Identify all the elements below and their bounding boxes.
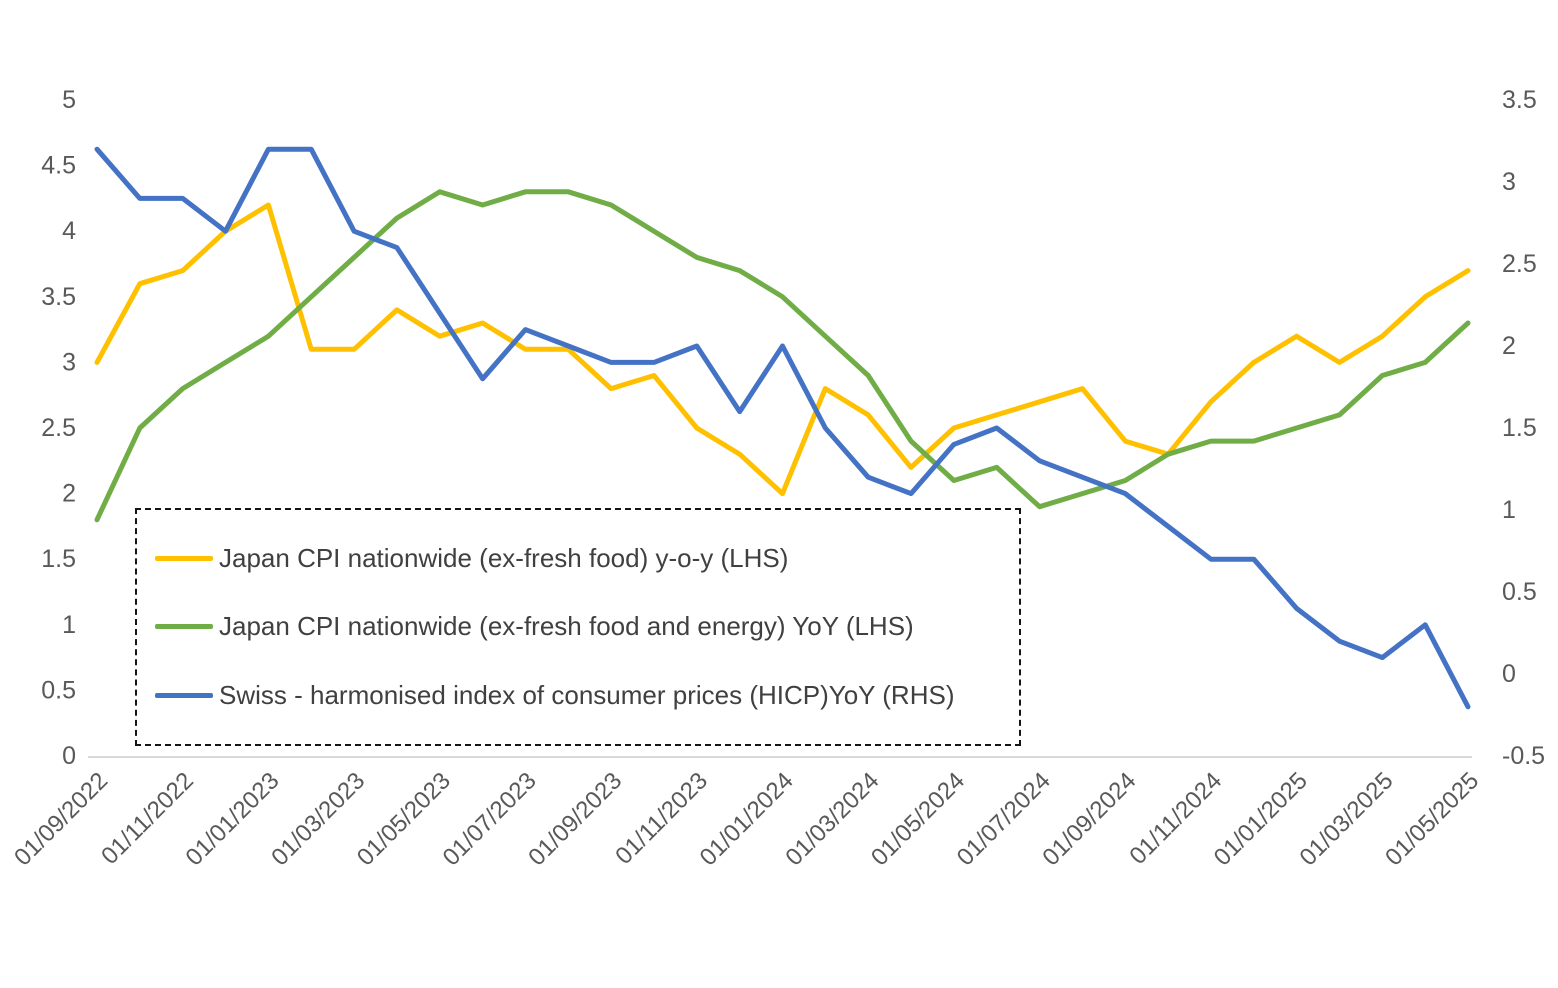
- left-axis-tick-label: 3: [62, 348, 76, 376]
- x-axis-tick-label: 01/09/2024: [1037, 767, 1141, 871]
- left-axis-tick-label: 0.5: [41, 676, 76, 704]
- left-axis-tick-label: 5: [62, 86, 76, 114]
- legend-line-swatch-yellow: [155, 555, 213, 561]
- series-line-1: [94, 189, 1471, 523]
- left-axis-tick-label: 4: [62, 217, 76, 245]
- left-axis-tick-label: 4.5: [41, 152, 76, 180]
- left-axis-tick-label: 1.5: [41, 545, 76, 573]
- left-axis-tick-label: 3.5: [41, 283, 76, 311]
- legend-label: Japan CPI nationwide (ex-fresh food) y-o…: [219, 542, 789, 573]
- left-axis-tick-label: 0: [62, 742, 76, 770]
- x-axis-tick-label: 01/09/2023: [523, 767, 627, 871]
- right-axis-tick-label: 0: [1502, 660, 1516, 688]
- left-axis-tick-label: 2.5: [41, 414, 76, 442]
- legend-label: Japan CPI nationwide (ex-fresh food and …: [219, 611, 914, 642]
- legend-item-japan-cpi-ex-fresh-food: Japan CPI nationwide (ex-fresh food) y-o…: [155, 543, 1009, 574]
- series-line-0: [94, 202, 1471, 497]
- legend-line-swatch-green: [155, 624, 213, 630]
- left-axis-tick-label: 1: [62, 611, 76, 639]
- right-axis-tick-label: -0.5: [1502, 742, 1545, 770]
- right-axis-tick-label: 1: [1502, 496, 1516, 524]
- legend-item-japan-cpi-ex-fresh-food-energy: Japan CPI nationwide (ex-fresh food and …: [155, 611, 1009, 642]
- right-axis-tick-label: 2.5: [1502, 250, 1537, 278]
- left-axis-tick-label: 2: [62, 480, 76, 508]
- right-axis-tick-label: 3: [1502, 168, 1516, 196]
- right-axis-tick-label: 0.5: [1502, 578, 1537, 606]
- legend-line-swatch-blue: [155, 693, 213, 699]
- right-axis-tick-label: 2: [1502, 332, 1516, 360]
- legend-label: Swiss - harmonised index of consumer pri…: [219, 680, 955, 711]
- series-line-2: [94, 146, 1471, 710]
- x-axis-tick-label: 01/05/2025: [1380, 767, 1484, 871]
- right-axis-tick-label: 1.5: [1502, 414, 1537, 442]
- legend: Japan CPI nationwide (ex-fresh food) y-o…: [135, 508, 1021, 746]
- legend-item-swiss-hicp: Swiss - harmonised index of consumer pri…: [155, 680, 1009, 711]
- x-axis-tick-label: 01/09/2022: [9, 767, 113, 871]
- right-axis-tick-label: 3.5: [1502, 86, 1537, 114]
